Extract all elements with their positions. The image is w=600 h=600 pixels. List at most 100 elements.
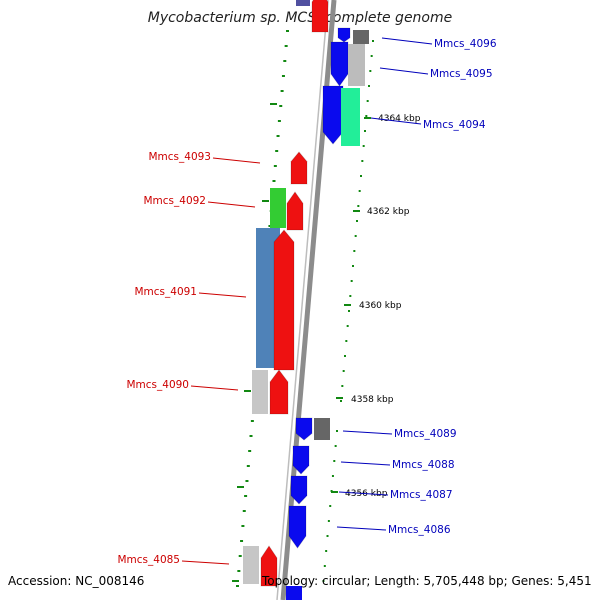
tick-mark bbox=[284, 45, 288, 47]
tick-mark bbox=[281, 75, 285, 77]
gene-label-mmcs_4092[interactable]: Mmcs_4092 bbox=[143, 195, 206, 207]
tick-mark bbox=[326, 535, 329, 537]
gene-mmcs_4094[interactable] bbox=[322, 85, 344, 145]
ruler-major-tick bbox=[344, 304, 351, 306]
accession-text: Accession: NC_008146 bbox=[8, 574, 145, 588]
gene-mmcs_4096[interactable] bbox=[337, 27, 351, 43]
tick-mark bbox=[362, 145, 365, 147]
tick-mark bbox=[238, 555, 242, 557]
tick-mark bbox=[366, 100, 369, 102]
gene-label-leader bbox=[336, 526, 387, 531]
gene-mmcs_4088[interactable] bbox=[292, 445, 310, 475]
gene-label-leader bbox=[212, 157, 261, 164]
tick-mark bbox=[364, 130, 366, 132]
gene-label-mmcs_4088[interactable]: Mmcs_4088 bbox=[392, 459, 455, 471]
tick-mark bbox=[246, 465, 250, 467]
tick-mark bbox=[356, 220, 358, 222]
tick-mark bbox=[331, 475, 334, 477]
gene-label-leader bbox=[342, 430, 393, 435]
tick-mark bbox=[344, 355, 346, 357]
gene-mmcs_4092[interactable] bbox=[286, 191, 304, 231]
gene-label-leader bbox=[181, 560, 230, 565]
gene-label-mmcs_4093[interactable]: Mmcs_4093 bbox=[148, 151, 211, 163]
gene-mmcs_4089[interactable] bbox=[295, 417, 313, 441]
left-major-tick bbox=[237, 486, 244, 488]
tick-mark bbox=[272, 180, 276, 182]
tick-mark bbox=[283, 60, 287, 62]
tick-mark bbox=[368, 85, 370, 87]
gene-mmcs_4087[interactable] bbox=[290, 475, 308, 505]
tick-mark bbox=[333, 460, 336, 462]
gene-label-leader bbox=[207, 201, 256, 208]
tick-mark bbox=[244, 495, 248, 497]
tick-mark bbox=[273, 165, 277, 167]
gene-top-remnant bbox=[296, 0, 310, 6]
left-major-tick bbox=[244, 390, 251, 392]
backbone-inner-line bbox=[276, 0, 329, 600]
gene-label-mmcs_4094[interactable]: Mmcs_4094 bbox=[423, 119, 486, 131]
gene-mmcs_4089-neighbor bbox=[314, 418, 330, 440]
gene-label-leader bbox=[198, 292, 247, 298]
tick-mark bbox=[322, 580, 325, 582]
tick-mark bbox=[350, 280, 353, 282]
ruler-label: 4362 kbp bbox=[367, 207, 410, 217]
genome-summary-text: Topology: circular; Length: 5,705,448 bp… bbox=[262, 574, 592, 588]
gene-mmcs_4093[interactable] bbox=[290, 151, 308, 185]
tick-mark bbox=[349, 295, 352, 297]
tick-mark bbox=[241, 525, 245, 527]
gene-label-mmcs_4095[interactable]: Mmcs_4095 bbox=[430, 68, 493, 80]
tick-mark bbox=[357, 205, 360, 207]
gene-label-mmcs_4089[interactable]: Mmcs_4089 bbox=[394, 428, 457, 440]
tick-mark bbox=[358, 190, 361, 192]
tick-mark bbox=[360, 175, 362, 177]
gene-mmcs_4085[interactable] bbox=[260, 545, 278, 587]
ruler-major-tick bbox=[353, 210, 360, 212]
tick-mark bbox=[249, 435, 253, 437]
tick-mark bbox=[334, 445, 337, 447]
tick-mark bbox=[279, 105, 283, 107]
ruler-label: 4364 kbp bbox=[378, 114, 421, 124]
gene-mmcs_4095-neighbor bbox=[348, 44, 365, 86]
left-major-tick bbox=[262, 200, 269, 202]
gene-mmcs_4090[interactable] bbox=[269, 369, 289, 415]
left-major-tick bbox=[270, 103, 277, 105]
left-major-tick bbox=[232, 580, 239, 582]
tick-mark bbox=[240, 540, 244, 542]
gene-mmcs_4095[interactable] bbox=[330, 41, 349, 87]
gene-mmcs_4091[interactable] bbox=[273, 229, 295, 371]
ruler-label: 4358 kbp bbox=[351, 395, 394, 405]
tick-mark bbox=[327, 520, 330, 522]
tick-mark bbox=[348, 310, 350, 312]
tick-mark bbox=[325, 550, 328, 552]
gene-label-mmcs_4091[interactable]: Mmcs_4091 bbox=[134, 286, 197, 298]
gene-label-leader bbox=[370, 117, 422, 125]
gene-label-mmcs_4087[interactable]: Mmcs_4087 bbox=[390, 489, 453, 501]
tick-mark bbox=[245, 480, 249, 482]
gene-label-mmcs_4090[interactable]: Mmcs_4090 bbox=[126, 379, 189, 391]
tick-mark bbox=[329, 505, 332, 507]
gene-mmcs_4096-neighbor bbox=[353, 30, 369, 44]
gene-mmcs_4094-neighbor bbox=[341, 88, 360, 146]
gene-mmcs_4086[interactable] bbox=[288, 505, 307, 549]
tick-mark bbox=[346, 325, 349, 327]
tick-mark bbox=[276, 135, 280, 137]
ruler-major-tick bbox=[331, 491, 338, 493]
tick-mark bbox=[345, 340, 348, 342]
gene-label-leader bbox=[190, 385, 239, 391]
gene-top-red[interactable] bbox=[311, 0, 329, 33]
tick-mark bbox=[352, 265, 354, 267]
tick-mark bbox=[341, 385, 344, 387]
tick-mark bbox=[323, 565, 326, 567]
gene-label-mmcs_4096[interactable]: Mmcs_4096 bbox=[434, 38, 497, 50]
tick-mark bbox=[370, 55, 373, 57]
gene-mmcs_4092-green bbox=[270, 188, 286, 228]
tick-mark bbox=[236, 585, 239, 587]
gene-label-mmcs_4085[interactable]: Mmcs_4085 bbox=[117, 554, 180, 566]
map-title: Mycobacterium sp. MCS, complete genome bbox=[147, 10, 453, 26]
tick-mark bbox=[354, 235, 357, 237]
gene-label-mmcs_4086[interactable]: Mmcs_4086 bbox=[388, 524, 451, 536]
tick-mark bbox=[280, 90, 284, 92]
gene-label-leader bbox=[338, 491, 389, 496]
tick-mark bbox=[286, 30, 289, 32]
